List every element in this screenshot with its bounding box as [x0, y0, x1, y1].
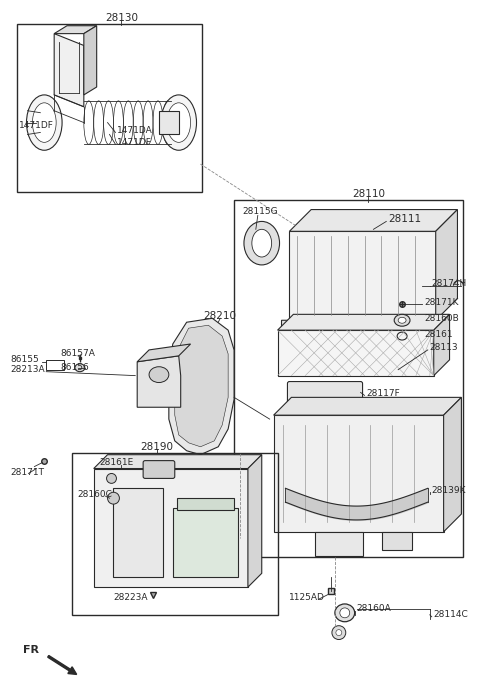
Bar	[46, 359, 64, 370]
Text: 28160B: 28160B	[425, 314, 459, 323]
Text: 28110: 28110	[352, 189, 385, 199]
Bar	[17, 24, 203, 192]
Polygon shape	[277, 314, 450, 330]
Text: 28190: 28190	[141, 442, 173, 452]
Ellipse shape	[75, 364, 85, 372]
Ellipse shape	[332, 626, 346, 639]
Polygon shape	[434, 314, 450, 376]
Text: 28111: 28111	[388, 215, 421, 224]
Text: 28160C: 28160C	[77, 490, 112, 499]
Polygon shape	[289, 209, 457, 231]
Ellipse shape	[107, 473, 117, 484]
Polygon shape	[54, 34, 84, 107]
Polygon shape	[274, 415, 444, 532]
Polygon shape	[169, 318, 234, 455]
Text: 28174H: 28174H	[432, 279, 467, 288]
Text: 28171T: 28171T	[11, 468, 45, 477]
Polygon shape	[137, 356, 180, 407]
Polygon shape	[54, 25, 96, 34]
Ellipse shape	[33, 103, 56, 143]
Polygon shape	[94, 469, 248, 587]
Bar	[72, 453, 277, 615]
Text: 28210: 28210	[204, 311, 237, 321]
Ellipse shape	[26, 95, 62, 150]
Polygon shape	[274, 397, 461, 415]
Text: 86155: 86155	[11, 355, 39, 364]
Text: 28223A: 28223A	[113, 593, 148, 602]
Polygon shape	[113, 488, 163, 577]
Ellipse shape	[335, 604, 355, 622]
Polygon shape	[289, 231, 436, 320]
Text: 28139K: 28139K	[432, 486, 466, 495]
Polygon shape	[159, 110, 179, 134]
Polygon shape	[84, 25, 96, 95]
Polygon shape	[177, 498, 234, 510]
Text: 28114C: 28114C	[434, 611, 468, 619]
Ellipse shape	[108, 493, 120, 504]
Polygon shape	[94, 455, 262, 469]
Polygon shape	[175, 325, 228, 447]
Text: 28161E: 28161E	[100, 458, 134, 467]
Text: 1471DA: 1471DA	[118, 126, 153, 135]
Polygon shape	[315, 532, 362, 556]
Text: 28161: 28161	[425, 329, 454, 339]
Polygon shape	[277, 330, 434, 376]
Text: 28113: 28113	[430, 344, 458, 353]
Polygon shape	[383, 532, 412, 549]
Text: 28130: 28130	[105, 13, 138, 23]
Text: 28117F: 28117F	[367, 389, 400, 398]
Ellipse shape	[244, 222, 279, 265]
Polygon shape	[281, 320, 444, 328]
Polygon shape	[444, 397, 461, 532]
Text: 1471DF: 1471DF	[19, 121, 53, 130]
Ellipse shape	[336, 630, 342, 635]
Ellipse shape	[167, 103, 191, 143]
FancyArrow shape	[48, 656, 77, 674]
Polygon shape	[248, 455, 262, 587]
Text: 28160A: 28160A	[357, 604, 391, 613]
Text: 28213A: 28213A	[11, 365, 45, 374]
Ellipse shape	[340, 608, 350, 618]
Polygon shape	[137, 344, 191, 362]
Ellipse shape	[252, 229, 272, 257]
FancyBboxPatch shape	[143, 460, 175, 478]
Ellipse shape	[394, 314, 410, 327]
Polygon shape	[173, 508, 238, 577]
Text: 1125AD: 1125AD	[289, 593, 325, 602]
Bar	[234, 200, 463, 558]
Ellipse shape	[149, 367, 169, 383]
Polygon shape	[436, 209, 457, 320]
Ellipse shape	[398, 318, 406, 323]
Text: 86156: 86156	[60, 363, 89, 372]
Text: 28115G: 28115G	[242, 207, 277, 216]
Text: FR: FR	[23, 646, 38, 655]
Ellipse shape	[161, 95, 196, 150]
FancyBboxPatch shape	[288, 381, 362, 410]
Text: 1471DF: 1471DF	[118, 138, 152, 147]
Text: 28171K: 28171K	[425, 298, 459, 307]
Text: 86157A: 86157A	[60, 349, 95, 358]
